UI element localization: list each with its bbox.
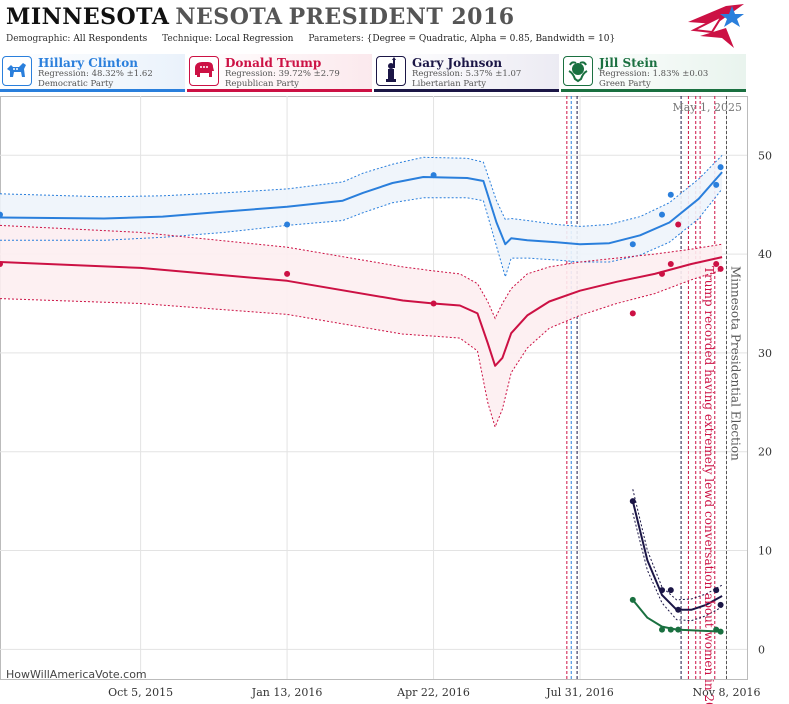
donald-trump-poll-point: [430, 300, 437, 307]
hillary-clinton-upper-bound: [0, 154, 723, 227]
hillary-clinton-confidence-band: [0, 155, 723, 277]
donald-trump-poll-point: [713, 261, 720, 267]
x-tick-label: Oct 5, 2015: [108, 686, 173, 699]
jill-stein-poll-point: [667, 626, 674, 633]
liberty-icon: [376, 56, 406, 86]
hillary-clinton-poll-point: [717, 164, 724, 171]
x-tick-label: Apr 22, 2016: [396, 686, 470, 699]
candidate-party: Green Party: [599, 79, 651, 89]
y-tick-label: 0: [758, 643, 765, 656]
site-logo-icon: [688, 4, 744, 48]
hillary-clinton-lower-bound: [0, 188, 723, 279]
parameters-value: {Degree = Quadratic, Alpha = 0.85, Bandw…: [366, 34, 616, 44]
hillary-clinton-poll-point: [430, 172, 437, 179]
candidate-card-trump: Donald Trump Regression: 39.72% ±2.79 Re…: [187, 54, 372, 92]
donald-trump-poll-point: [629, 310, 636, 317]
elephant-icon: [189, 56, 219, 86]
candidate-name: Hillary Clinton: [38, 56, 138, 70]
donald-trump-lower-bound: [0, 269, 723, 429]
gary-johnson-lower-bound: [632, 512, 723, 622]
site-credit: HowWillAmericaVote.com: [6, 668, 147, 681]
hillary-clinton-regression-line: [0, 171, 723, 246]
candidate-name: Gary Johnson: [412, 56, 503, 70]
demographic-value: All Respondents: [73, 34, 148, 44]
y-tick-label: 40: [758, 248, 772, 261]
x-tick-label: Jan 13, 2016: [251, 686, 323, 699]
donald-trump-regression-line: [0, 256, 723, 367]
candidate-regression: Regression: 1.83% ±0.03: [599, 69, 709, 79]
gary-johnson-poll-point: [659, 587, 665, 594]
parameters-line: Demographic: All Respondents Technique: …: [6, 34, 615, 44]
y-tick-label: 20: [758, 446, 772, 459]
hillary-clinton-poll-point: [667, 191, 674, 198]
globe-leaf-icon: [563, 56, 593, 86]
candidate-name: Jill Stein: [599, 56, 658, 70]
donkey-icon: [2, 56, 32, 86]
y-tick-label: 30: [758, 347, 772, 360]
hillary-clinton-poll-point: [713, 181, 720, 188]
donald-trump-poll-point: [659, 270, 665, 277]
candidate-card-clinton: Hillary Clinton Regression: 48.32% ±1.62…: [0, 54, 185, 92]
donald-trump-poll-point: [0, 261, 3, 267]
candidate-bar: Hillary Clinton Regression: 48.32% ±1.62…: [0, 54, 789, 92]
y-tick-label: 10: [758, 545, 772, 558]
jill-stein-poll-point: [675, 626, 682, 633]
candidate-party: Republican Party: [225, 79, 299, 89]
gary-johnson-upper-bound: [632, 489, 723, 601]
title-race: PRESIDENT 2016: [288, 4, 515, 30]
donald-trump-poll-point: [284, 270, 291, 277]
gary-johnson-poll-point: [675, 606, 682, 613]
candidate-regression: Regression: 39.72% ±2.79: [225, 69, 340, 79]
jill-stein-poll-point: [717, 628, 724, 635]
parameters-label: Parameters:: [308, 34, 364, 44]
candidate-name: Donald Trump: [225, 56, 322, 70]
candidate-party: Democratic Party: [38, 79, 114, 89]
poll-chart: 0 10 20 30 40 50 Oct 5, 2015 Jan 13, 2016 Apr 22…: [0, 96, 772, 704]
candidate-card-stein: Jill Stein Regression: 1.83% ±0.03 Green…: [561, 54, 746, 92]
gary-johnson-poll-point: [713, 587, 720, 594]
hillary-clinton-poll-point: [659, 211, 665, 218]
title-state: MINNESOTA: [6, 4, 170, 30]
candidate-regression: Regression: 48.32% ±1.62: [38, 69, 153, 79]
title-echo: NESOTA: [175, 4, 283, 30]
hillary-clinton-poll-point: [0, 211, 3, 218]
y-tick-label: 50: [758, 149, 772, 162]
technique-label: Technique:: [162, 34, 213, 44]
date-label: May 1, 2025: [672, 101, 742, 114]
event-annotation: Minnesota Presidential Election: [728, 266, 742, 461]
gary-johnson-poll-point: [667, 587, 674, 594]
jill-stein-poll-point: [629, 596, 636, 603]
page-title: MINNESOTA NESOTA PRESIDENT 2016: [6, 4, 515, 30]
demographic-label: Demographic:: [6, 34, 71, 44]
candidate-party: Libertarian Party: [412, 79, 487, 89]
candidate-regression: Regression: 5.37% ±1.07: [412, 69, 522, 79]
jill-stein-poll-point: [659, 626, 665, 633]
donald-trump-poll-point: [667, 261, 674, 267]
hillary-clinton-poll-point: [629, 241, 636, 248]
gary-johnson-poll-point: [629, 498, 636, 505]
x-tick-label: Jul 31, 2016: [545, 686, 614, 699]
x-tick-label: Nov 8, 2016: [693, 686, 761, 699]
donald-trump-confidence-band: [0, 225, 723, 427]
donald-trump-upper-bound: [0, 224, 723, 320]
donald-trump-poll-point: [717, 265, 724, 272]
technique-value: Local Regression: [215, 34, 294, 44]
hillary-clinton-poll-point: [284, 221, 291, 228]
gary-johnson-poll-point: [717, 601, 724, 608]
candidate-card-johnson: Gary Johnson Regression: 5.37% ±1.07 Lib…: [374, 54, 559, 92]
event-annotation: Trump recorded having extremely lewd con…: [702, 266, 716, 704]
donald-trump-poll-point: [675, 221, 682, 228]
